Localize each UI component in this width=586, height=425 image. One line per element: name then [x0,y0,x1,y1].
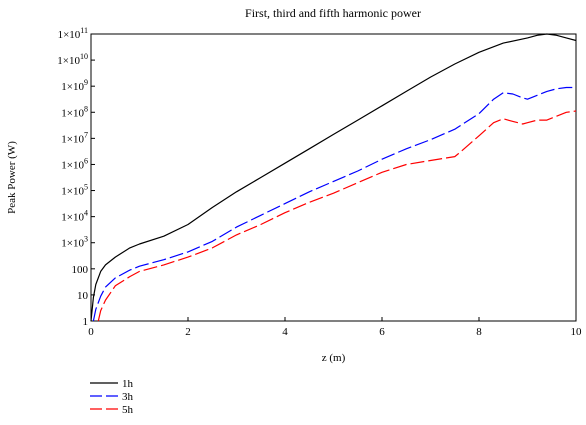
plot-frame [90,33,577,322]
chart-title: First, third and fifth harmonic power [245,6,421,20]
y-tick-label: 10 [77,290,89,302]
x-tick-label: 10 [571,326,583,338]
y-tick-label: 100 [72,264,89,276]
series-line-3h [92,86,576,322]
legend-label-1h: 1h [122,378,134,390]
series-layer [90,33,577,322]
y-axis: 1 10 100 1×103 1×104 1×105 1×106 1×107 1×108 1×10… [57,26,95,328]
x-axis-label: z (m) [322,352,346,364]
x-tick-label: 2 [185,326,191,338]
legend-label-3h: 3h [122,391,134,403]
x-tick-label: 6 [379,326,385,338]
y-tick-label: 1×1010 [57,52,88,67]
y-tick-label: 1 [83,316,89,328]
y-tick-label: 1×106 [61,156,88,171]
y-tick-label: 1×1011 [58,26,88,41]
series-line-5h [97,110,577,322]
x-axis: 0 2 4 6 8 10 [88,317,582,338]
y-tick-label: 1×107 [61,130,88,145]
x-tick-label: 4 [282,326,288,338]
y-tick-label: 1×108 [61,104,88,119]
y-tick-label: 1×105 [61,183,88,198]
x-tick-label: 0 [88,326,94,338]
y-tick-label: 1×103 [61,235,88,250]
y-tick-label: 1×104 [61,209,88,224]
legend-label-5h: 5h [122,404,134,416]
y-axis-label: Peak Power (W) [6,141,18,214]
y-tick-label: 1×109 [61,78,88,93]
series-line-1h [90,33,577,322]
x-tick-label: 8 [476,326,482,338]
